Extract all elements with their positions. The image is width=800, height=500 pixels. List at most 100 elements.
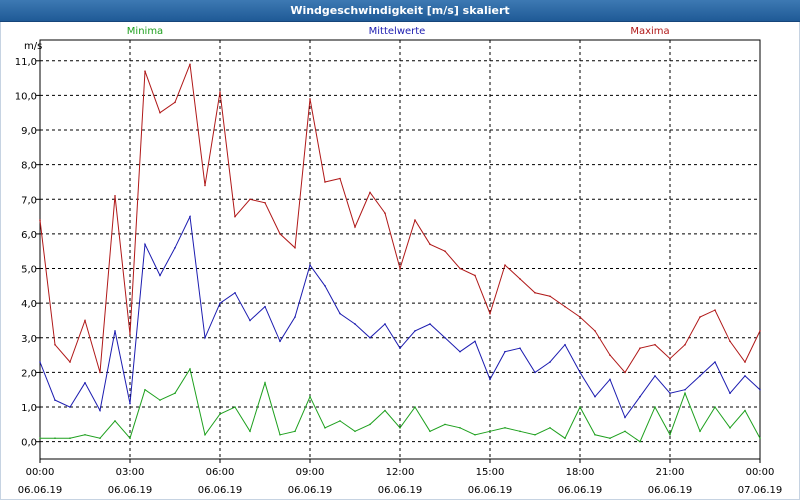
data-point-maxima xyxy=(684,343,686,346)
data-point-mittelwerte xyxy=(204,337,206,339)
data-point-mittelwerte xyxy=(399,347,401,349)
data-point-maxima xyxy=(579,316,581,318)
data-point-minima xyxy=(369,423,371,426)
data-point-minima xyxy=(114,420,116,422)
grid-lines xyxy=(40,40,760,459)
data-point-minima xyxy=(279,433,281,436)
data-point-mittelwerte xyxy=(339,312,341,315)
data-point-maxima xyxy=(369,191,371,194)
x-tick-date: 06.06.19 xyxy=(288,485,333,496)
y-tick-label: 2,0 xyxy=(21,368,37,379)
data-point-maxima xyxy=(744,361,746,363)
data-point-maxima xyxy=(399,267,401,270)
series-group xyxy=(39,63,761,443)
y-tick-label: 0,0 xyxy=(21,438,37,449)
data-point-minima xyxy=(639,440,641,443)
data-point-mittelwerte xyxy=(549,361,551,363)
data-point-maxima xyxy=(354,226,356,228)
data-point-maxima xyxy=(279,233,281,235)
data-point-maxima xyxy=(114,195,116,197)
data-point-minima xyxy=(519,430,521,433)
data-point-minima xyxy=(249,430,251,433)
x-tick-time: 09:00 xyxy=(296,467,325,478)
x-tick-date: 06.06.19 xyxy=(198,485,243,496)
data-point-maxima xyxy=(444,250,446,253)
data-point-maxima xyxy=(549,295,551,298)
data-point-minima xyxy=(534,433,536,436)
data-point-maxima xyxy=(189,63,191,66)
data-point-maxima xyxy=(714,309,716,311)
data-point-mittelwerte xyxy=(744,375,746,377)
data-point-mittelwerte xyxy=(729,392,731,395)
data-point-maxima xyxy=(639,347,641,349)
y-tick-label: 4,0 xyxy=(21,299,37,310)
data-point-mittelwerte xyxy=(444,337,446,339)
data-point-minima xyxy=(324,427,326,429)
data-point-minima xyxy=(624,430,626,433)
data-point-minima xyxy=(294,430,296,433)
data-point-minima xyxy=(759,437,761,440)
data-point-minima xyxy=(504,427,506,429)
x-tick-date: 06.06.19 xyxy=(468,485,513,496)
data-point-minima xyxy=(714,406,716,408)
data-point-minima xyxy=(654,406,656,408)
data-point-minima xyxy=(579,406,581,408)
data-point-mittelwerte xyxy=(639,395,641,398)
data-point-mittelwerte xyxy=(534,371,536,374)
y-tick-label: 3,0 xyxy=(21,334,37,345)
data-point-mittelwerte xyxy=(429,323,431,325)
x-tick-date: 06.06.19 xyxy=(18,485,63,496)
data-point-mittelwerte xyxy=(324,285,326,287)
data-point-minima xyxy=(489,430,491,433)
data-point-minima xyxy=(339,420,341,422)
y-tick-label: 8,0 xyxy=(21,161,37,172)
data-point-minima xyxy=(609,437,611,440)
data-point-mittelwerte xyxy=(309,264,311,266)
data-point-maxima xyxy=(474,274,476,277)
y-tick-label: 7,0 xyxy=(21,195,37,206)
data-point-maxima xyxy=(429,243,431,246)
data-point-mittelwerte xyxy=(249,319,251,322)
data-point-maxima xyxy=(324,181,326,183)
data-point-mittelwerte xyxy=(54,399,56,401)
data-point-mittelwerte xyxy=(459,350,461,353)
data-point-maxima xyxy=(129,333,131,336)
data-point-maxima xyxy=(174,101,176,104)
data-point-mittelwerte xyxy=(39,361,41,363)
data-point-minima xyxy=(729,427,731,429)
data-point-maxima xyxy=(594,330,596,332)
data-point-maxima xyxy=(729,340,731,343)
data-point-mittelwerte xyxy=(519,347,521,349)
data-point-mittelwerte xyxy=(174,246,176,249)
data-point-maxima xyxy=(249,198,251,201)
data-point-maxima xyxy=(654,343,656,346)
window-title: Windgeschwindigkeit [m/s] skaliert xyxy=(290,4,510,17)
data-point-mittelwerte xyxy=(294,316,296,318)
legend: Minima Mittelwerte Maxima xyxy=(127,26,670,37)
data-point-maxima xyxy=(699,316,701,318)
data-point-maxima xyxy=(294,246,296,249)
legend-entry-mittelwerte: Mittelwerte xyxy=(369,26,426,37)
data-point-mittelwerte xyxy=(609,378,611,381)
y-tick-label: 9,0 xyxy=(21,126,37,137)
data-point-mittelwerte xyxy=(234,291,236,294)
x-tick-date: 06.06.19 xyxy=(108,485,153,496)
data-point-mittelwerte xyxy=(69,406,71,408)
data-point-minima xyxy=(234,406,236,408)
data-point-mittelwerte xyxy=(594,395,596,398)
y-axis: 0,0 1,0 2,0 3,0 4,0 5,0 6,0 7,0 8,0 9,0 10,0 11,0 xyxy=(15,57,40,449)
data-point-mittelwerte xyxy=(414,330,416,332)
data-point-mittelwerte xyxy=(144,243,146,246)
data-point-minima xyxy=(699,430,701,433)
data-point-minima xyxy=(159,399,161,401)
data-point-mittelwerte xyxy=(759,388,761,391)
x-tick-time: 18:00 xyxy=(566,467,595,478)
data-point-mittelwerte xyxy=(489,378,491,381)
data-point-minima xyxy=(474,433,476,436)
data-point-minima xyxy=(414,406,416,408)
data-point-minima xyxy=(549,427,551,429)
data-point-mittelwerte xyxy=(84,382,86,384)
data-point-minima xyxy=(39,437,41,440)
data-point-minima xyxy=(444,423,446,426)
